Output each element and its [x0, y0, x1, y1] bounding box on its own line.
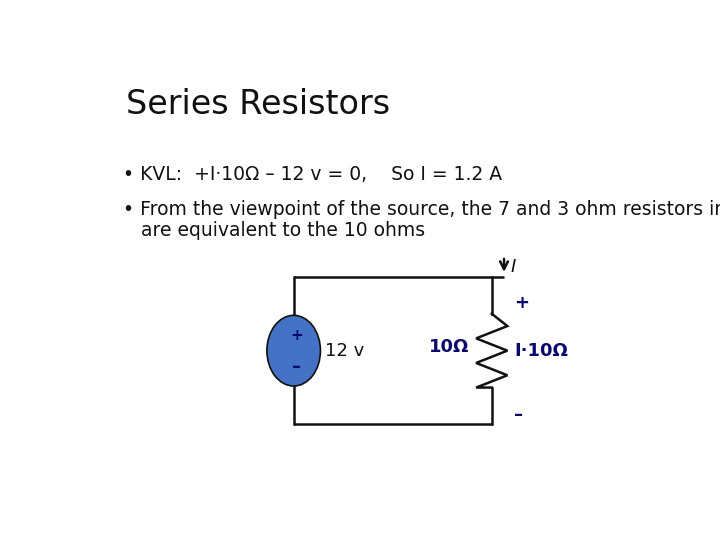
Text: –: –	[292, 357, 301, 375]
Text: 10Ω: 10Ω	[429, 338, 469, 355]
Text: I·10Ω: I·10Ω	[514, 342, 568, 360]
Text: –: –	[514, 406, 523, 424]
Text: 12 v: 12 v	[325, 342, 364, 360]
Text: are equivalent to the 10 ohms: are equivalent to the 10 ohms	[124, 221, 426, 240]
Text: I: I	[510, 258, 516, 276]
Text: +: +	[290, 328, 303, 343]
Text: +: +	[514, 294, 529, 312]
Ellipse shape	[267, 315, 320, 386]
Text: • KVL:  +I·10Ω – 12 v = 0,    So I = 1.2 A: • KVL: +I·10Ω – 12 v = 0, So I = 1.2 A	[124, 165, 503, 184]
Text: Series Resistors: Series Resistors	[126, 87, 390, 120]
Text: • From the viewpoint of the source, the 7 and 3 ohm resistors in series: • From the viewpoint of the source, the …	[124, 200, 720, 219]
